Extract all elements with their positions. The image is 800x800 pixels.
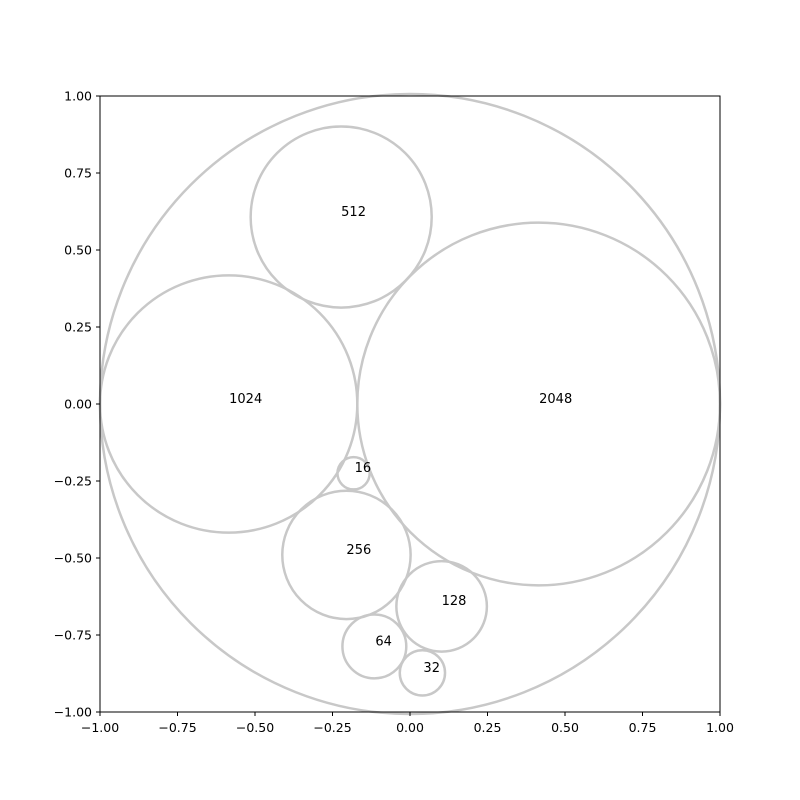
x-tick-label: −1.00 xyxy=(81,720,119,735)
bubble-label-256: 256 xyxy=(346,543,371,558)
y-tick-label: 0.25 xyxy=(64,320,92,335)
bubble-label-2048: 2048 xyxy=(539,392,572,407)
y-tick-label: 0.50 xyxy=(64,243,92,258)
y-tick-label: 0.75 xyxy=(64,166,92,181)
outer-circle xyxy=(98,92,722,716)
x-tick-label: 0.50 xyxy=(551,720,579,735)
bubble-label-32: 32 xyxy=(423,661,440,676)
y-tick-label: −1.00 xyxy=(54,705,92,720)
bubble-512 xyxy=(249,125,433,309)
y-axis: 1.00 0.75 0.50 0.25 0.00 −0.25 −0.50 −0.75 −1.00 xyxy=(54,89,100,720)
bubble-256 xyxy=(281,489,412,621)
x-axis: −1.00 −0.75 −0.50 −0.25 0.00 0.25 0.50 0.75 1.00 xyxy=(81,712,734,735)
bubble-16 xyxy=(336,455,371,491)
bubble-label-64: 64 xyxy=(375,634,392,649)
bubble-label-1024: 1024 xyxy=(229,392,262,407)
y-tick-label: −0.25 xyxy=(54,474,92,489)
y-tick-label: 0.00 xyxy=(64,397,92,412)
bubble-128 xyxy=(395,559,489,653)
x-tick-label: −0.50 xyxy=(236,720,274,735)
bubble-64 xyxy=(341,613,408,680)
y-tick-label: 1.00 xyxy=(64,89,92,104)
plot-frame xyxy=(99,95,721,713)
y-tick-label: −0.75 xyxy=(54,628,92,643)
y-tick-label: −0.50 xyxy=(54,551,92,566)
bubble-label-512: 512 xyxy=(341,205,366,220)
bubbles-layer: 2048 1024 512 256 128 64 32 16 xyxy=(98,92,722,716)
bubble-label-16: 16 xyxy=(355,461,372,476)
x-tick-label: −0.25 xyxy=(313,720,351,735)
x-tick-label: 0.25 xyxy=(474,720,502,735)
x-tick-label: 0.75 xyxy=(629,720,657,735)
x-tick-label: −0.75 xyxy=(158,720,196,735)
bubble-32 xyxy=(398,649,447,697)
x-tick-label: 0.00 xyxy=(396,720,424,735)
bubble-label-128: 128 xyxy=(442,594,467,609)
x-tick-label: 1.00 xyxy=(706,720,734,735)
